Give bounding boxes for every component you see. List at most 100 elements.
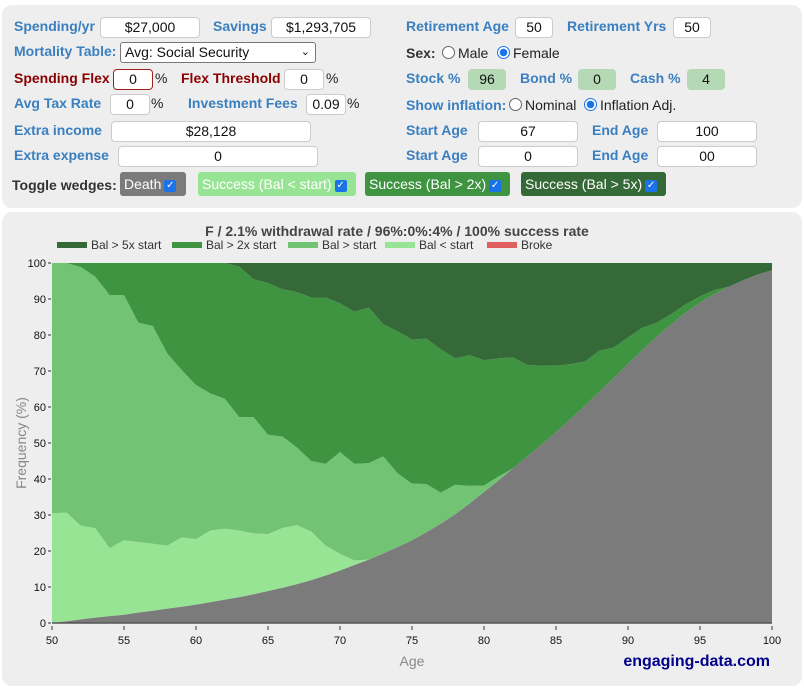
start-age-label: Start Age <box>406 122 468 138</box>
flex-threshold-input[interactable]: 0 <box>284 69 324 90</box>
legend-swatch <box>385 242 415 248</box>
chart-title: F / 2.1% withdrawal rate / 96%:0%:4% / 1… <box>205 223 589 239</box>
x-tick-label: 75 <box>406 635 418 647</box>
mortality-value: Avg: Social Security <box>125 44 250 60</box>
legend-swatch <box>57 242 87 248</box>
wedge-label: Success (Bal > 5x) <box>525 176 643 192</box>
x-tick-label: 70 <box>334 635 346 647</box>
extra-income-label: Extra income <box>14 122 102 138</box>
start-age-label: Start Age <box>406 147 468 163</box>
mortality-select[interactable]: Avg: Social Security ⌄ <box>120 42 316 63</box>
retirement-yrs-label: Retirement Yrs <box>567 18 667 34</box>
y-tick-label: 10 <box>34 582 46 594</box>
chevron-down-icon: ⌄ <box>300 46 310 58</box>
area-bal-2x-start <box>52 263 772 493</box>
x-tick-label: 55 <box>118 635 130 647</box>
spending-input[interactable]: $27,000 <box>100 17 200 38</box>
x-tick-label: 90 <box>622 635 634 647</box>
y-tick-label: 100 <box>28 258 46 270</box>
inflation-adjusted-radio[interactable] <box>584 98 597 111</box>
end-age-input-2[interactable]: 00 <box>657 146 757 167</box>
investment-fees-input[interactable]: 0.09 <box>306 94 346 115</box>
start-age-input[interactable]: 67 <box>478 121 578 142</box>
x-tick-label: 60 <box>190 635 202 647</box>
y-tick-label: 90 <box>34 294 46 306</box>
inflation-label: Show inflation: <box>406 97 507 113</box>
inflation-adjusted-label: Inflation Adj. <box>600 97 677 113</box>
savings-label: Savings <box>213 18 267 34</box>
area-bal-start <box>52 263 772 561</box>
percent-sign: % <box>151 95 164 111</box>
inflation-nominal-radio[interactable] <box>509 98 522 111</box>
chart-axes: 50 55 60 65 70 75 80 85 90 95 100 0 10 20 30 40 50 60 70 80… <box>28 258 782 647</box>
sex-female-radio[interactable] <box>497 46 510 59</box>
sex-female-label: Female <box>513 45 560 61</box>
stock-label: Stock % <box>406 70 461 86</box>
retirement-yrs-input[interactable]: 50 <box>673 17 711 38</box>
wedge-label: Success (Bal > 2x) <box>369 176 487 192</box>
y-axis-label: Frequency (%) <box>13 397 29 489</box>
investment-fees-label: Investment Fees <box>188 95 298 111</box>
x-tick-label: 65 <box>262 635 274 647</box>
extra-expense-input[interactable]: 0 <box>118 146 318 167</box>
toggle-death[interactable]: Death ✓ <box>120 172 186 196</box>
bond-label: Bond % <box>520 70 573 86</box>
retirement-age-input[interactable]: 50 <box>515 17 553 38</box>
toggle-bal-above-2x[interactable]: Success (Bal > 2x) ✓ <box>365 172 510 196</box>
y-tick-label: 0 <box>40 618 46 630</box>
chart-legend: Bal > 5x start Bal > 2x start Bal > start B… <box>57 238 553 252</box>
cash-label: Cash % <box>630 70 681 86</box>
y-tick-label: 70 <box>34 366 46 378</box>
y-tick-label: 80 <box>34 330 46 342</box>
checkbox-checked-icon[interactable]: ✓ <box>489 180 502 192</box>
y-tick-label: 50 <box>34 438 46 450</box>
stacked-area-chart: F / 2.1% withdrawal rate / 96%:0%:4% / 1… <box>13 223 782 670</box>
end-age-input[interactable]: 100 <box>657 121 757 142</box>
sex-label: Sex: <box>406 45 436 61</box>
legend-swatch <box>288 242 318 248</box>
x-axis-label: Age <box>400 653 425 669</box>
legend-label: Broke <box>521 238 553 252</box>
wedge-label: Death <box>124 176 162 192</box>
checkbox-checked-icon[interactable]: ✓ <box>645 180 658 192</box>
checkbox-checked-icon[interactable]: ✓ <box>164 180 177 192</box>
extra-income-input[interactable]: $28,128 <box>111 121 311 142</box>
spending-label: Spending/yr <box>14 18 95 34</box>
tax-rate-label: Avg Tax Rate <box>14 95 102 111</box>
percent-sign: % <box>326 70 339 86</box>
mortality-label: Mortality Table: <box>14 43 117 59</box>
sex-male-radio[interactable] <box>442 46 455 59</box>
legend-swatch <box>172 242 202 248</box>
x-tick-label: 80 <box>478 635 490 647</box>
legend-label: Bal < start <box>419 238 474 252</box>
x-tick-label: 95 <box>694 635 706 647</box>
legend-label: Bal > start <box>322 238 377 252</box>
savings-input[interactable]: $1,293,705 <box>271 17 371 38</box>
stock-input[interactable]: 96 <box>468 69 506 90</box>
y-tick-label: 20 <box>34 546 46 558</box>
spending-flex-input[interactable]: 0 <box>113 69 153 90</box>
tax-rate-input[interactable]: 0 <box>110 94 150 115</box>
bond-input[interactable]: 0 <box>578 69 616 90</box>
flex-threshold-label: Flex Threshold <box>181 70 281 86</box>
legend-label: Bal > 5x start <box>91 238 162 252</box>
legend-label: Bal > 2x start <box>206 238 277 252</box>
checkbox-checked-icon[interactable]: ✓ <box>334 180 347 192</box>
y-tick-label: 40 <box>34 474 46 486</box>
sex-male-label: Male <box>458 45 489 61</box>
legend-swatch <box>487 242 517 248</box>
percent-sign: % <box>347 95 360 111</box>
toggle-bal-above-5x[interactable]: Success (Bal > 5x) ✓ <box>521 172 666 196</box>
inflation-nominal-label: Nominal <box>525 97 577 113</box>
extra-expense-label: Extra expense <box>14 147 109 163</box>
start-age-input-2[interactable]: 0 <box>478 146 578 167</box>
area-bal-start <box>52 270 772 623</box>
spending-flex-label: Spending Flex <box>14 70 110 86</box>
toggle-bal-below-start[interactable]: Success (Bal < start) ✓ <box>198 172 356 196</box>
watermark-link[interactable]: engaging-data.com <box>623 653 770 670</box>
y-tick-label: 30 <box>34 510 46 522</box>
end-age-label: End Age <box>592 147 649 163</box>
percent-sign: % <box>155 70 168 86</box>
area-bal-5x-start <box>52 263 772 366</box>
cash-input[interactable]: 4 <box>687 69 725 90</box>
